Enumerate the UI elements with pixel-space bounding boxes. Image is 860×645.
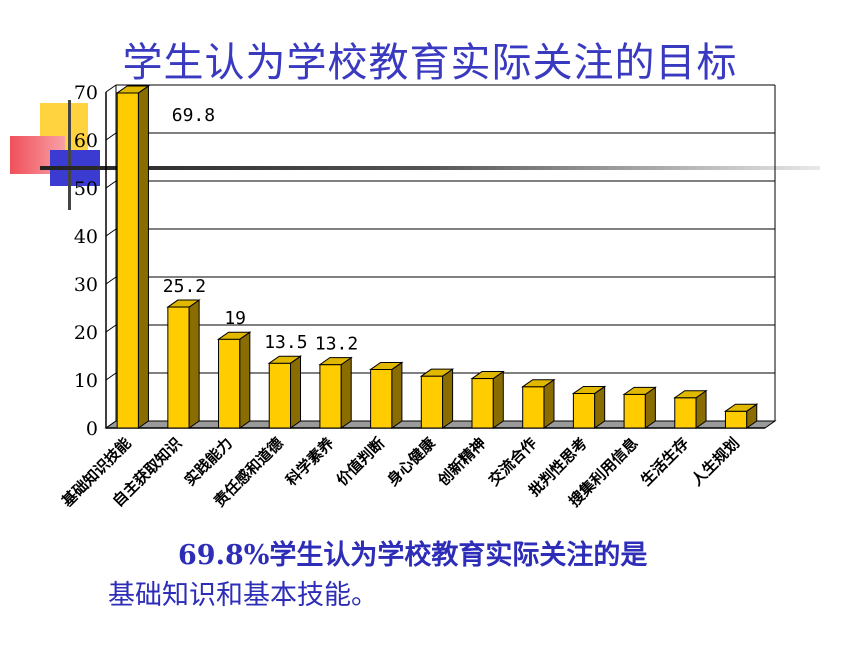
bar (419, 368, 455, 429)
x-tick-label: 创新精神 (434, 434, 490, 490)
bar-top (318, 357, 353, 366)
caption-line-2: 基础知识和基本技能。 (108, 580, 378, 611)
bar-front (218, 338, 241, 429)
bar-front (319, 364, 342, 429)
bar-front (370, 368, 393, 429)
y-tick-label: 50 (74, 178, 98, 200)
bar (723, 403, 759, 429)
bar-side (391, 361, 403, 429)
bar-top (723, 403, 759, 412)
bar (115, 84, 151, 429)
bar-front (167, 306, 190, 429)
y-tick-label: 40 (74, 226, 98, 248)
data-label: 69.8 (172, 105, 215, 126)
caption: 69.8%学生认为学校教育实际关注的是 基础知识和基本技能。 (108, 536, 808, 616)
bar (369, 361, 404, 429)
gridline-depth (105, 132, 117, 141)
bar-side (442, 368, 454, 429)
data-label: 13.2 (315, 334, 358, 355)
x-tick-label: 科学素养 (282, 433, 338, 489)
bar (571, 385, 607, 429)
bar-front (268, 362, 292, 429)
bar-front (724, 410, 748, 429)
bar-top (622, 386, 657, 395)
bar-top (166, 299, 201, 308)
bar-front (116, 92, 139, 429)
labels: 01020304050607069.8基础知识技能25.2自主获取知识19实践能… (58, 82, 743, 511)
y-tick-label: 60 (74, 130, 98, 152)
y-tick-label: 10 (74, 370, 98, 392)
bar-side (543, 378, 555, 429)
y-tick-label: 0 (86, 418, 98, 440)
bars (115, 84, 759, 429)
x-tick-label: 生活生存 (637, 434, 692, 489)
gridline-depth (105, 228, 117, 237)
bar-top (267, 355, 303, 364)
bar-front (522, 386, 545, 429)
decor-vertical-line (68, 100, 71, 210)
gridline-depth (105, 324, 117, 333)
bar (216, 331, 252, 429)
bar (318, 356, 353, 429)
data-label: 13.5 (264, 332, 307, 353)
bar-top (673, 390, 708, 399)
bar-side (492, 370, 504, 429)
bar-front (623, 393, 646, 429)
bar (521, 378, 556, 429)
bar-front (674, 397, 697, 429)
bar-side (290, 355, 302, 429)
bar-front (471, 378, 494, 429)
bar-side (239, 331, 251, 429)
gridline-depth (105, 372, 117, 381)
y-tick-label: 20 (74, 322, 98, 344)
data-label: 19 (224, 308, 246, 329)
bar-top (369, 361, 404, 370)
x-tick-label: 人生规划 (688, 434, 743, 489)
bar-top (571, 385, 607, 394)
bar (673, 389, 708, 429)
y-tick-label: 30 (74, 274, 98, 296)
gridline-depth (105, 84, 117, 93)
decor-horizontal-line (40, 166, 820, 170)
caption-line-1: 69.8%学生认为学校教育实际关注的是 (178, 540, 648, 571)
bar-front (420, 375, 444, 429)
bar-top (419, 368, 455, 377)
bar-top (521, 379, 556, 388)
bar-side (137, 84, 149, 429)
bar (622, 386, 657, 429)
bar-chart: 01020304050607069.8基础知识技能25.2自主获取知识19实践能… (58, 82, 777, 511)
data-label: 25.2 (163, 276, 206, 297)
y-tick-label: 70 (74, 82, 98, 104)
bar-top (470, 371, 505, 380)
gridline-depth (105, 180, 117, 189)
slide-title: 学生认为学校教育实际关注的目标 (122, 40, 738, 86)
x-tick-label: 身心健康 (384, 433, 440, 489)
bar-front (572, 392, 596, 429)
bar-side (188, 299, 200, 429)
bar (267, 355, 303, 429)
x-tick-label: 价值判断 (333, 434, 388, 489)
bar-top (115, 85, 151, 94)
bar-top (216, 331, 252, 340)
bar (166, 299, 201, 429)
bar-side (340, 356, 352, 429)
gridline-depth (105, 276, 117, 285)
bar (470, 370, 505, 429)
